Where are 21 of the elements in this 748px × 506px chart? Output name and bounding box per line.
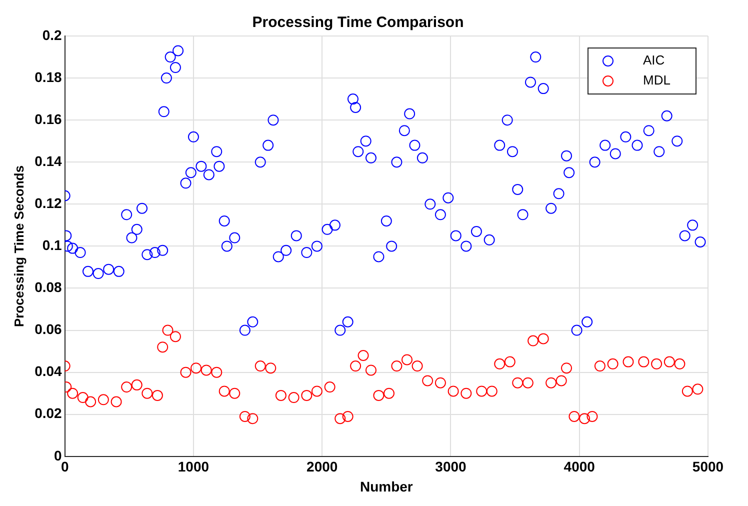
y-tick-label: 0.2 — [42, 26, 62, 43]
x-tick-label: 5000 — [692, 458, 724, 475]
x-tick-label: 3000 — [435, 458, 467, 475]
y-tick-label: 0.08 — [34, 279, 62, 296]
y-tick-label: 0 — [54, 447, 62, 464]
y-tick-label: 0.06 — [34, 321, 62, 338]
x-axis-title: Number — [360, 478, 414, 494]
x-tick-label: 4000 — [564, 458, 596, 475]
y-tick-label: 0.12 — [34, 195, 62, 212]
y-axis-title: Processing Time Seconds — [11, 165, 26, 328]
legend-label: AIC — [643, 52, 665, 68]
legend-label: MDL — [643, 72, 670, 88]
y-tick-label: 0.14 — [34, 152, 62, 169]
x-tick-label: 2000 — [306, 458, 338, 475]
y-tick-label: 0.16 — [34, 110, 62, 127]
y-tick-label: 0.02 — [34, 405, 62, 422]
y-tick-label: 0.04 — [34, 363, 62, 380]
chart-title: Processing Time Comparison — [252, 14, 464, 32]
y-tick-label: 0.1 — [42, 237, 62, 254]
x-tick-label: 1000 — [178, 458, 210, 475]
y-tick-label: 0.18 — [34, 68, 62, 85]
